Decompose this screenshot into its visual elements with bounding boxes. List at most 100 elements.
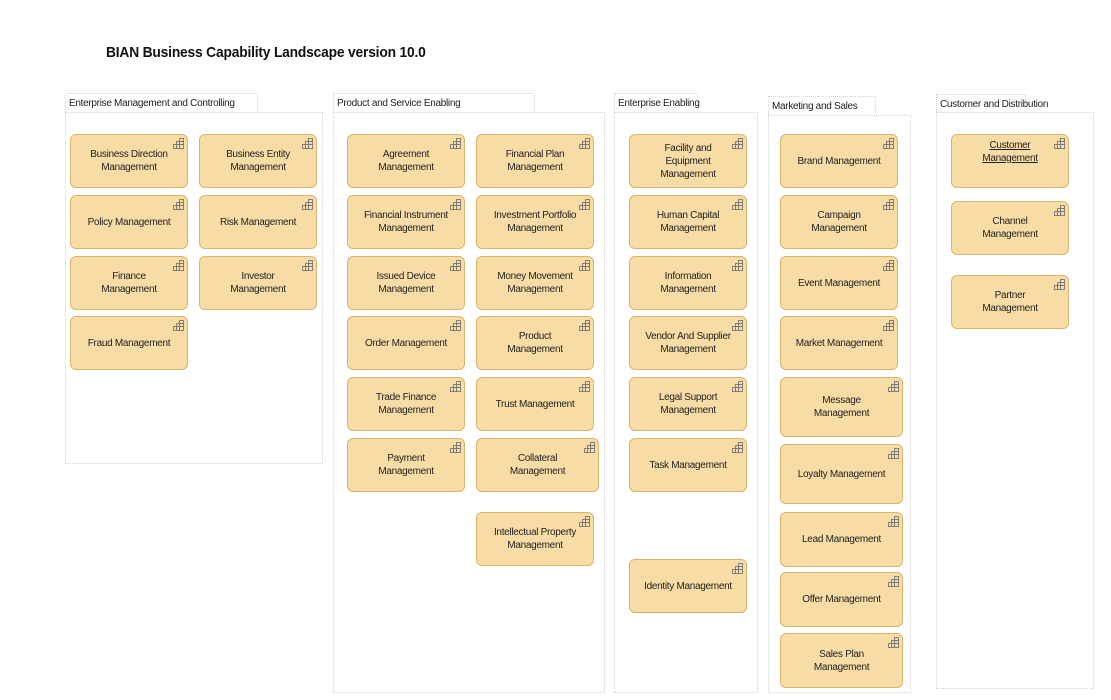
capability-box[interactable]: Customer Management xyxy=(951,134,1069,188)
capability-label: Collateral Management xyxy=(509,453,566,477)
capability-label: Legal Support Management xyxy=(658,392,718,416)
capability-icon xyxy=(883,260,894,271)
capability-label: Partner Management xyxy=(982,290,1038,314)
capability-box[interactable]: Lead Management xyxy=(780,512,903,567)
capability-label: Business Direction Management xyxy=(90,149,168,173)
capability-icon xyxy=(450,320,461,331)
capability-icon xyxy=(173,260,184,271)
capability-box[interactable]: Issued Device Management xyxy=(347,256,465,310)
capability-box[interactable]: Trust Management xyxy=(476,377,594,431)
capability-icon xyxy=(888,637,899,648)
capability-box[interactable]: Payment Management xyxy=(347,438,465,492)
capability-icon xyxy=(450,138,461,149)
capability-box[interactable]: Loyalty Management xyxy=(780,444,903,504)
capability-box[interactable]: Campaign Management xyxy=(780,195,898,249)
capability-icon xyxy=(883,199,894,210)
capability-icon xyxy=(732,381,743,392)
capability-label: Vendor And Supplier Management xyxy=(645,331,731,355)
capability-label: Event Management xyxy=(798,277,880,289)
capability-label: Offer Management xyxy=(802,594,881,605)
capability-icon xyxy=(173,199,184,210)
capability-label: Order Management xyxy=(365,337,447,349)
capability-box[interactable]: Financial Instrument Management xyxy=(347,195,465,249)
capability-box[interactable]: Finance Management xyxy=(70,256,188,310)
capability-box[interactable]: Event Management xyxy=(780,256,898,310)
capability-box[interactable]: Task Management xyxy=(629,438,747,492)
capability-icon xyxy=(579,138,590,149)
capability-label: Message Management xyxy=(813,395,870,419)
capability-box[interactable]: Partner Management xyxy=(951,275,1069,329)
capability-icon xyxy=(579,516,590,527)
capability-label: Trade Finance Management xyxy=(375,392,437,416)
capability-label: Loyalty Management xyxy=(797,468,886,480)
capability-label: Intellectual Property Management xyxy=(493,527,577,551)
capability-box[interactable]: Human Capital Management xyxy=(629,195,747,249)
capability-icon xyxy=(579,381,590,392)
group-label: Customer and Distribution xyxy=(936,94,1048,112)
capability-label: Customer Management xyxy=(982,140,1038,164)
capability-box[interactable]: Business Direction Management xyxy=(70,134,188,188)
capability-box[interactable]: Agreement Management xyxy=(347,134,465,188)
capability-icon xyxy=(883,320,894,331)
capability-icon xyxy=(579,199,590,210)
capability-box[interactable]: Vendor And Supplier Management xyxy=(629,316,747,370)
capability-box[interactable]: Facility and Equipment Management xyxy=(629,134,747,188)
capability-box[interactable]: Fraud Management xyxy=(70,316,188,370)
capability-label: Fraud Management xyxy=(87,337,171,349)
capability-icon xyxy=(450,260,461,271)
capability-box[interactable]: Information Management xyxy=(629,256,747,310)
capability-label: Investor Management xyxy=(230,271,286,295)
capability-label: Payment Management xyxy=(378,453,434,477)
group-label: Enterprise Enabling xyxy=(614,93,700,112)
capability-box[interactable]: Identity Management xyxy=(629,559,747,613)
capability-box[interactable]: Investment Portfolio Management xyxy=(476,195,594,249)
capability-box[interactable]: Brand Management xyxy=(780,134,898,188)
capability-icon xyxy=(1054,205,1065,216)
capability-box[interactable]: Market Management xyxy=(780,316,898,370)
capability-box[interactable]: Financial Plan Management xyxy=(476,134,594,188)
capability-label: Human Capital Management xyxy=(656,210,720,234)
capability-icon xyxy=(173,138,184,149)
capability-label: Product Management xyxy=(507,331,563,355)
capability-icon xyxy=(584,442,595,453)
capability-label: Sales Plan Management xyxy=(813,648,870,673)
capability-label: Brand Management xyxy=(797,155,881,167)
capability-icon xyxy=(1054,138,1065,149)
capability-label: Business Entity Management xyxy=(226,149,290,173)
capability-box[interactable]: Channel Management xyxy=(951,201,1069,255)
capability-label: Facility and Equipment Management xyxy=(660,142,716,180)
capability-icon xyxy=(732,442,743,453)
capability-box[interactable]: Sales Plan Management xyxy=(780,633,903,688)
capability-box[interactable]: Risk Management xyxy=(199,195,317,249)
capability-icon xyxy=(732,138,743,149)
capability-box[interactable]: Trade Finance Management xyxy=(347,377,465,431)
capability-box[interactable]: Message Management xyxy=(780,377,903,437)
group-container xyxy=(936,112,1094,689)
capability-box[interactable]: Product Management xyxy=(476,316,594,370)
capability-icon xyxy=(450,442,461,453)
capability-box[interactable]: Legal Support Management xyxy=(629,377,747,431)
capability-box[interactable]: Collateral Management xyxy=(476,438,599,492)
capability-box[interactable]: Money Movement Management xyxy=(476,256,594,310)
capability-box[interactable]: Order Management xyxy=(347,316,465,370)
capability-label: Task Management xyxy=(649,459,727,471)
group-label: Product and Service Enabling xyxy=(333,93,535,112)
capability-icon xyxy=(450,199,461,210)
capability-box[interactable]: Policy Management xyxy=(70,195,188,249)
capability-icon xyxy=(302,260,313,271)
capability-icon xyxy=(888,448,899,459)
capability-icon xyxy=(732,260,743,271)
capability-icon xyxy=(302,199,313,210)
capability-label: Channel Management xyxy=(982,216,1038,240)
capability-label: Trust Management xyxy=(495,398,575,410)
capability-box[interactable]: Investor Management xyxy=(199,256,317,310)
capability-box[interactable]: Offer Management xyxy=(780,572,903,627)
capability-icon xyxy=(173,320,184,331)
capability-icon xyxy=(883,138,894,149)
capability-label: Campaign Management xyxy=(811,210,867,234)
capability-box[interactable]: Business Entity Management xyxy=(199,134,317,188)
capability-label: Investment Portfolio Management xyxy=(493,210,577,234)
capability-icon xyxy=(579,320,590,331)
capability-icon xyxy=(732,199,743,210)
capability-box[interactable]: Intellectual Property Management xyxy=(476,512,594,566)
